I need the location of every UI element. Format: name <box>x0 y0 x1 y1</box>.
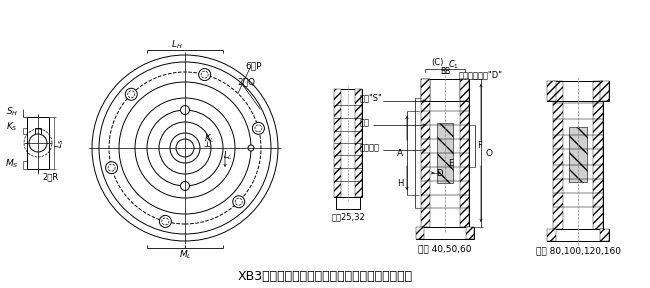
Bar <box>421 79 469 227</box>
Bar <box>355 89 362 197</box>
Text: 2－Q: 2－Q <box>237 77 255 86</box>
Text: $L_L$: $L_L$ <box>223 150 233 162</box>
Bar <box>460 79 469 227</box>
Text: $C_1$: $C_1$ <box>447 59 458 71</box>
Bar <box>437 123 453 183</box>
Text: F: F <box>477 141 482 149</box>
Text: 柔轮: 柔轮 <box>360 118 370 128</box>
Bar <box>593 81 603 229</box>
Circle shape <box>181 105 190 115</box>
Bar <box>466 227 474 239</box>
Bar <box>460 79 469 101</box>
Text: 机型25,32: 机型25,32 <box>331 213 365 221</box>
Circle shape <box>159 215 172 228</box>
Circle shape <box>125 88 137 100</box>
Bar <box>547 229 609 241</box>
Text: 6－P: 6－P <box>245 62 261 71</box>
Bar <box>547 229 556 241</box>
Text: D: D <box>436 168 442 177</box>
Text: $L_H$: $L_H$ <box>171 39 183 51</box>
Bar <box>600 229 609 241</box>
Bar <box>334 89 341 197</box>
Circle shape <box>105 162 118 174</box>
Bar <box>421 79 430 227</box>
Text: $L_S$: $L_S$ <box>54 138 66 148</box>
Text: A: A <box>397 149 403 158</box>
Text: E: E <box>448 158 454 168</box>
Circle shape <box>252 122 265 134</box>
Bar <box>416 227 474 239</box>
Text: B: B <box>445 67 450 75</box>
Text: 波发生器: 波发生器 <box>360 143 380 153</box>
Bar <box>600 81 609 101</box>
Bar <box>336 197 360 209</box>
Text: 2－R: 2－R <box>42 173 58 181</box>
Bar <box>553 81 563 229</box>
Bar <box>547 81 609 101</box>
Text: 机型 80,100,120,160: 机型 80,100,120,160 <box>536 247 621 255</box>
Bar <box>421 79 430 101</box>
Text: O: O <box>485 149 492 158</box>
Text: $S_H$: $S_H$ <box>6 106 18 118</box>
Text: $M_L$: $M_L$ <box>179 249 192 261</box>
Bar <box>334 89 362 197</box>
Bar <box>553 81 603 229</box>
Bar <box>421 79 469 101</box>
Text: (C): (C) <box>431 58 443 67</box>
Text: XB3扁平式谐波传动减速器组件外形及安装尺寸图: XB3扁平式谐波传动减速器组件外形及安装尺寸图 <box>237 270 413 283</box>
Text: 刚轮"S": 刚轮"S" <box>360 94 383 103</box>
Circle shape <box>199 69 211 81</box>
Text: $K_L$: $K_L$ <box>204 133 214 145</box>
Circle shape <box>181 181 190 190</box>
Circle shape <box>248 145 254 151</box>
Circle shape <box>233 196 245 208</box>
Bar <box>27 117 49 169</box>
Text: $M_S$: $M_S$ <box>5 158 19 170</box>
Bar <box>547 81 556 101</box>
Text: 机型 40,50,60: 机型 40,50,60 <box>418 245 472 253</box>
Bar <box>569 127 587 182</box>
Text: B: B <box>441 67 445 75</box>
Text: H: H <box>396 179 403 187</box>
Text: 输出联接刚轮"D": 输出联接刚轮"D" <box>459 71 503 79</box>
Bar <box>416 227 424 239</box>
Text: $K_S$: $K_S$ <box>6 121 18 133</box>
